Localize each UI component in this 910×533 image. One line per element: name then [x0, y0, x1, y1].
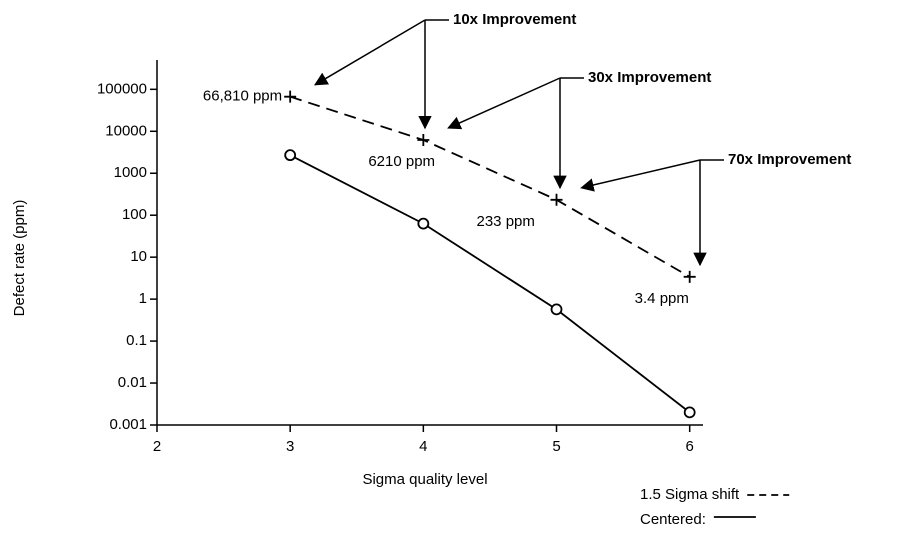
point — [551, 194, 563, 206]
y-tick-label: 1000 — [114, 164, 147, 181]
point — [284, 91, 296, 103]
annotation: 70x Improvement — [728, 151, 851, 168]
annotation: 10x Improvement — [453, 11, 576, 28]
data-label: 3.4 ppm — [635, 290, 689, 307]
point — [684, 271, 696, 283]
y-tick-label: 100 — [122, 206, 147, 223]
legend-label: Centered: — [640, 511, 706, 528]
point — [285, 150, 295, 160]
x-tick-label: 6 — [686, 438, 694, 455]
chart: Defect rate (ppm) Sigma quality level 0.… — [0, 0, 910, 533]
y-axis-title: Defect rate (ppm) — [11, 200, 28, 317]
x-tick-label: 2 — [153, 438, 161, 455]
point — [685, 407, 695, 417]
x-tick-label: 4 — [419, 438, 427, 455]
point — [552, 304, 562, 314]
series-line — [290, 155, 690, 412]
data-label: 233 ppm — [477, 213, 535, 230]
data-label: 66,810 ppm — [203, 88, 282, 105]
point — [418, 219, 428, 229]
y-tick-label: 10000 — [105, 122, 147, 139]
y-tick-label: 0.001 — [109, 416, 147, 433]
x-tick-label: 5 — [552, 438, 560, 455]
annotation-arrow — [448, 78, 560, 128]
data-label: 6210 ppm — [368, 153, 435, 170]
y-tick-label: 1 — [139, 290, 147, 307]
y-tick-label: 0.01 — [118, 374, 147, 391]
point — [417, 134, 429, 146]
y-tick-label: 10 — [130, 248, 147, 265]
annotation-arrow — [315, 20, 425, 85]
page: Defect rate (ppm) Sigma quality level 0.… — [0, 0, 910, 533]
y-tick-label: 100000 — [97, 80, 147, 97]
legend-label: 1.5 Sigma shift — [640, 486, 740, 503]
y-tick-label: 0.1 — [126, 332, 147, 349]
x-tick-label: 3 — [286, 438, 294, 455]
annotation: 30x Improvement — [588, 69, 711, 86]
annotation-arrow — [582, 160, 700, 188]
x-axis-title: Sigma quality level — [362, 471, 487, 488]
